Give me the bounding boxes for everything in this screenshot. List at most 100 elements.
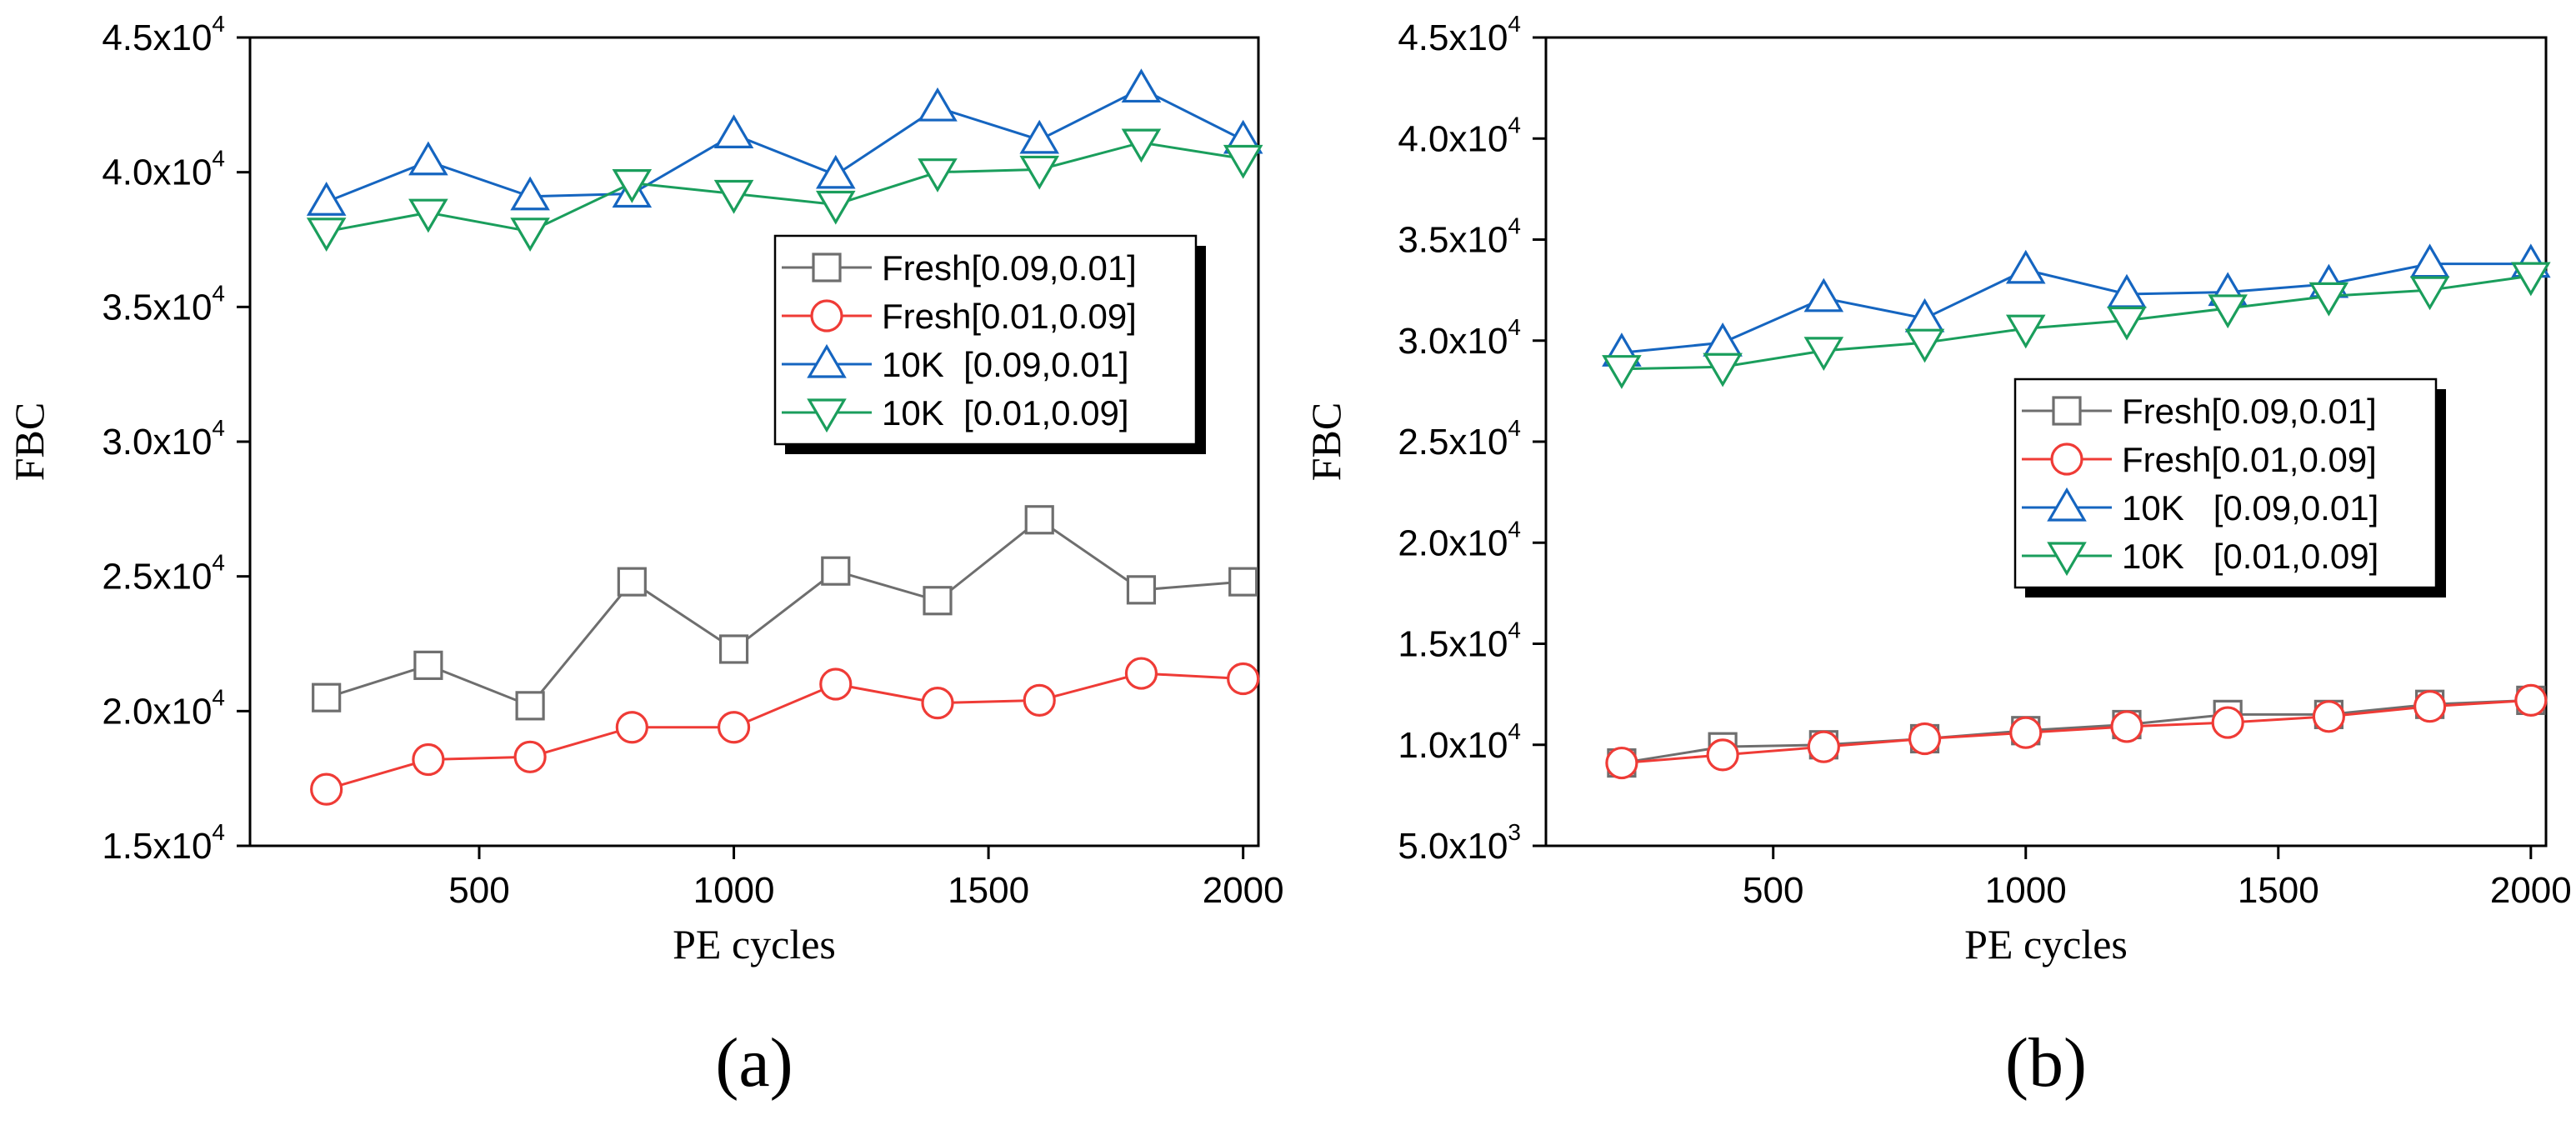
panel-a-x-axis-title: PE cycles <box>673 921 836 968</box>
panel-b-series-3-point <box>2005 249 2046 284</box>
panel-a-x-tick-label: 1500 <box>948 870 1029 911</box>
panel-b-series-4-line <box>1621 274 2532 371</box>
panel-b-series-2-point <box>2009 716 2043 749</box>
panel-a-series-2-line <box>326 672 1243 791</box>
panel-a-legend-marker <box>812 252 842 282</box>
panel-b-series-4-point <box>1803 337 1844 372</box>
panel-a-legend-marker <box>810 299 843 332</box>
panel-a-chart: 500 1000 1500 2000 1.5x104 2.0x104 2.5x104 3.0x… <box>6 11 1284 1102</box>
panel-b-series-1-line <box>1621 698 2531 765</box>
panel-b-series-2-point <box>2413 690 2447 723</box>
panel-a-series-2-point <box>615 711 648 744</box>
panel-b-y-axis-title: FBC <box>1303 402 1349 482</box>
panel-a-y-tick-label: 2.0x104 <box>102 684 225 732</box>
panel-a-series-3-point <box>918 87 958 122</box>
panel-b-series-4-point <box>2208 294 2248 329</box>
panel-a-series-4-point <box>1019 155 1060 190</box>
panel-b-series-2-point <box>2514 683 2548 718</box>
panel-b-legend-entry: 10K [0.09,0.01] <box>2122 488 2378 528</box>
panel-a-series-2-point <box>412 742 445 777</box>
panel-a-series-3-point <box>1121 68 1162 103</box>
panel-b-series-2-point <box>2211 706 2244 739</box>
panel-b-y-tick-label: 4.0x104 <box>1398 112 1521 159</box>
panel-a-series-1-point <box>413 650 443 680</box>
panel-a-legend-entry: 10K [0.01,0.09] <box>882 393 1129 432</box>
panel-b-series-4-point <box>2005 314 2046 349</box>
panel-b-series-4-point <box>1602 355 1642 389</box>
panel-a-series-2-point <box>1124 657 1158 690</box>
panel-a-series-2-point <box>310 772 343 806</box>
panel-b-x-tick-label: 1000 <box>1985 870 2067 911</box>
panel-a-series-4-point <box>918 158 958 192</box>
panel-a-series-4-point <box>1223 144 1263 179</box>
panel-b-legend-marker <box>2050 442 2083 476</box>
panel-a-series-1-point <box>617 567 647 597</box>
panel-a-series-1-line <box>326 518 1243 708</box>
panel-a-legend-entry: Fresh[0.09,0.01] <box>882 248 1137 288</box>
panel-a-series-4-point <box>306 218 347 252</box>
panel-b-y-tick-label: 1.0x104 <box>1398 718 1521 766</box>
panel-b-series-2-point <box>1807 730 1840 763</box>
panel-b-legend-entry: 10K [0.01,0.09] <box>2122 537 2378 576</box>
panel-b-x-tick-label: 1500 <box>2238 870 2319 911</box>
panel-b-legend-box <box>2013 378 2438 589</box>
panel-b-y-tick-label: 3.0x104 <box>1398 314 1521 362</box>
panel-a-series-3-line <box>326 87 1244 203</box>
panel-a-legend-marker <box>807 343 847 378</box>
panel-a-x-tick-label: 2000 <box>1203 870 1284 911</box>
panel-b-series-2-line <box>1621 698 2531 765</box>
panel-b-series-2-point <box>2312 700 2345 733</box>
panel-a-y-axis-title: FBC <box>6 402 53 482</box>
panel-b-series-4-point <box>1703 352 1743 388</box>
panel-b-legend-marker <box>2052 396 2082 426</box>
panel-b-series-2-point <box>1908 722 1942 756</box>
panel-a-y-tick-label: 2.5x104 <box>102 550 225 598</box>
panel-b-y-tick-label: 4.5x104 <box>1398 11 1521 58</box>
panel-a-y-tick-label: 4.5x104 <box>102 11 225 58</box>
panel-a-series-4-point <box>815 190 856 225</box>
panel-b-series-2-point <box>1706 738 1739 772</box>
panel-a-legend-marker <box>807 398 847 433</box>
panel-a-series-4-point <box>713 179 754 214</box>
panel-b-series-2-point <box>2110 710 2143 743</box>
panel-a-series-2-point <box>717 711 751 744</box>
panel-a-y-tick-label: 3.5x104 <box>102 280 225 328</box>
panel-b-y-tick-label: 2.5x104 <box>1398 415 1521 462</box>
panel-b-legend-marker <box>2047 542 2087 577</box>
panel-a-label: (a) <box>715 1024 793 1102</box>
panel-b-series-3-point <box>2409 243 2450 278</box>
panel-a-series-1-point <box>821 556 851 586</box>
panel-a-series-1-point <box>1126 575 1157 605</box>
panel-b-y-tick-label: 5.0x103 <box>1398 819 1521 867</box>
panel-b-series-3-point <box>1703 322 1743 357</box>
panel-b-chart: 500 1000 1500 2000 5.0x103 1.0x104 1.5x104 2.0x… <box>1303 11 2572 1102</box>
panel-a-series-2-point <box>921 687 954 720</box>
panel-b-series-4-point <box>2308 282 2349 317</box>
panel-b-x-axis-title: PE cycles <box>1964 921 2128 968</box>
panel-a-series-3-point <box>815 154 856 189</box>
panel-b-legend-entry: Fresh[0.01,0.09] <box>2122 440 2377 479</box>
panel-b-legend-entry: Fresh[0.09,0.01] <box>2122 392 2377 431</box>
panel-a-series-2-point <box>513 740 547 773</box>
panel-a-y-tick-label: 4.0x104 <box>102 146 225 193</box>
panel-a-series-1-point <box>1228 567 1258 597</box>
panel-b-series-4-point <box>1904 328 1945 363</box>
panel-b-y-tick-label: 1.5x104 <box>1398 618 1521 665</box>
panel-b-label: (b) <box>2005 1024 2087 1102</box>
panel-a-series-3-point <box>713 114 754 148</box>
panel-b-x-tick-label: 2000 <box>2490 870 2572 911</box>
panel-a-series-4-point <box>408 198 448 233</box>
panel-a-series-3-point <box>510 176 550 211</box>
panel-a-series-4-point <box>510 218 550 252</box>
panel-a-y-tick-label: 1.5x104 <box>102 819 225 867</box>
panel-b-legend-marker <box>2047 487 2087 522</box>
panel-a-series-1-point <box>312 682 342 712</box>
panel-a-legend-entry: Fresh[0.01,0.09] <box>882 297 1137 336</box>
panel-a-series-3-point <box>408 141 448 176</box>
panel-a-series-4-point <box>1121 128 1162 163</box>
panel-a-series-2-point <box>819 668 853 701</box>
panel-b-series-4-point <box>2107 306 2147 341</box>
panel-b-y-tick-label: 3.5x104 <box>1398 213 1521 261</box>
panel-b-series-2-point <box>1605 746 1638 780</box>
